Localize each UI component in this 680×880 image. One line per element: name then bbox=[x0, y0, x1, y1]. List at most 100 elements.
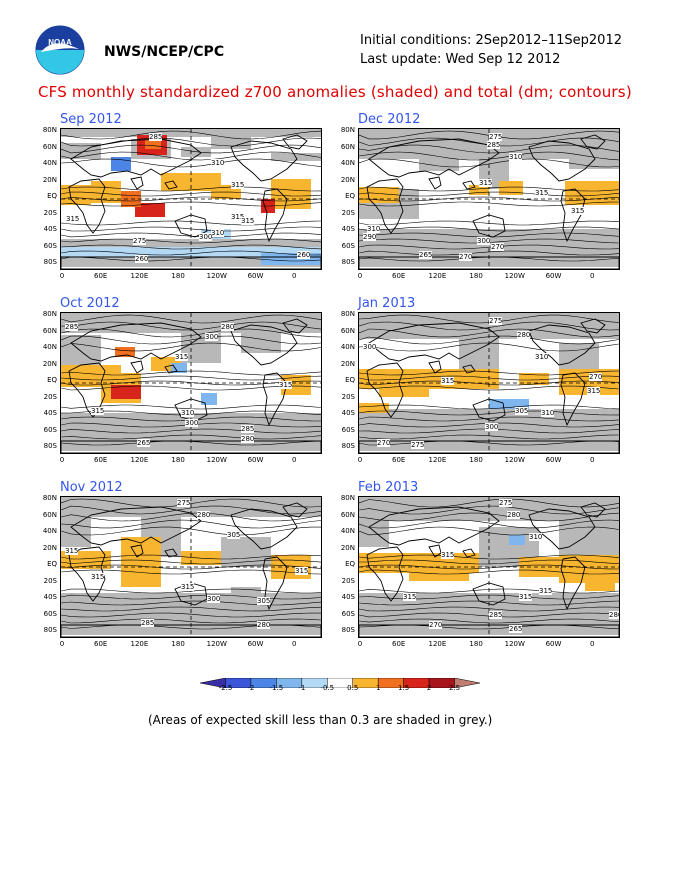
colorbar-tick: -1 bbox=[298, 684, 306, 692]
anomaly-shade bbox=[585, 577, 615, 591]
contour-label: 310 bbox=[181, 409, 195, 417]
height-contour bbox=[359, 618, 619, 624]
colorbar-tick: -2 bbox=[247, 684, 255, 692]
anomaly-map: 285 280 300 315 315 315 310 300 285 280 265 bbox=[60, 312, 322, 454]
contour-label: 310 bbox=[529, 533, 543, 541]
coastline bbox=[359, 440, 619, 453]
latitude-label: 20S bbox=[43, 576, 57, 585]
height-contour bbox=[61, 498, 321, 508]
coastline bbox=[61, 256, 321, 269]
latitude-label: 60S bbox=[43, 609, 57, 618]
anomaly-shade bbox=[419, 159, 459, 171]
coastline bbox=[368, 322, 500, 362]
contour-label: 275 bbox=[499, 499, 513, 507]
contour-label: 290 bbox=[363, 233, 377, 241]
height-contour bbox=[61, 385, 321, 391]
anomaly-shade bbox=[469, 185, 489, 195]
contour-label: 285 bbox=[241, 425, 255, 433]
coastline bbox=[580, 134, 606, 150]
colorbar-tick: 2.5 bbox=[448, 684, 461, 692]
coastline bbox=[580, 502, 606, 518]
latitude-label: 40N bbox=[42, 343, 57, 351]
contour-label: 300 bbox=[205, 333, 219, 341]
contour-label: 260 bbox=[297, 251, 311, 259]
colorbar-swatch bbox=[454, 677, 481, 689]
coastline bbox=[164, 548, 178, 558]
longitude-label: 180 bbox=[469, 272, 483, 280]
coastline bbox=[462, 548, 476, 558]
longitude-label: 120E bbox=[130, 456, 149, 464]
contour-label: 315 bbox=[65, 547, 79, 555]
height-contour bbox=[359, 404, 619, 410]
height-contour bbox=[61, 600, 321, 606]
latitude-label: 40S bbox=[341, 409, 355, 417]
latitude-label: 40N bbox=[42, 159, 57, 167]
contour-label: 285 bbox=[149, 133, 163, 141]
contour-label: 285 bbox=[141, 619, 155, 627]
anomaly-shade bbox=[61, 185, 91, 205]
coastline bbox=[164, 364, 178, 374]
latitude-label: 40S bbox=[341, 225, 355, 233]
longitude-label: 60E bbox=[392, 456, 406, 464]
coastline bbox=[282, 502, 308, 518]
latitude-label: 20S bbox=[341, 208, 355, 217]
height-contour bbox=[61, 606, 321, 612]
longitude-label: 0 bbox=[59, 456, 65, 464]
coastline bbox=[70, 506, 202, 546]
contour-label: 280 bbox=[241, 435, 255, 443]
longitude-label: 0 bbox=[291, 640, 297, 648]
contour-label: 265 bbox=[509, 625, 523, 633]
coastline bbox=[368, 506, 500, 546]
contour-label: 285 bbox=[489, 611, 503, 619]
contour-label: 315 bbox=[535, 189, 549, 197]
contour-label: 270 bbox=[429, 621, 443, 629]
latitude-label: EQ bbox=[345, 560, 355, 568]
coastline bbox=[68, 546, 106, 602]
contour-label: 280 bbox=[507, 511, 521, 519]
longitude-label: 0 bbox=[59, 640, 65, 648]
longitude-label: 180 bbox=[171, 640, 185, 648]
latitude-label: 20S bbox=[341, 392, 355, 401]
contour-label: 300 bbox=[485, 423, 499, 431]
contour-label: 310 bbox=[535, 353, 549, 361]
anomaly-map: 275 280 300 310 315 315 305 310 300 270 275 270 bbox=[358, 312, 620, 454]
longitude-label: 60W bbox=[247, 272, 264, 280]
contour-label: 275 bbox=[133, 237, 147, 245]
height-contour bbox=[359, 440, 619, 446]
coastline bbox=[366, 362, 404, 418]
height-contour bbox=[359, 569, 619, 575]
latitude-label: 60N bbox=[340, 142, 355, 151]
anomaly-shade bbox=[379, 373, 429, 397]
latitude-label: 20N bbox=[340, 175, 355, 184]
longitude-label: 0 bbox=[589, 456, 595, 464]
latitude-label: 20N bbox=[42, 543, 57, 552]
longitude-label: 0 bbox=[357, 272, 363, 280]
longitude-label: 60W bbox=[545, 272, 562, 280]
contour-label: 305 bbox=[515, 407, 529, 415]
panel-title: Jan 2013 bbox=[358, 296, 416, 311]
longitude-label: 60W bbox=[545, 640, 562, 648]
coastline bbox=[282, 318, 308, 334]
map-graphic bbox=[61, 129, 321, 269]
contour-label: 270 bbox=[459, 253, 473, 261]
latitude-label: EQ bbox=[345, 376, 355, 384]
height-contour bbox=[359, 244, 619, 250]
coastline bbox=[428, 176, 442, 190]
latitude-label: 20N bbox=[340, 359, 355, 368]
contour-label: 315 bbox=[441, 377, 455, 385]
coastline bbox=[230, 324, 298, 366]
latitude-label: 80S bbox=[43, 442, 57, 450]
height-contour bbox=[359, 600, 619, 606]
longitude-label: 120E bbox=[428, 272, 447, 280]
contour-label: 315 bbox=[279, 381, 293, 389]
panel-title: Nov 2012 bbox=[60, 480, 123, 495]
coastline bbox=[262, 556, 288, 611]
contour-label: 315 bbox=[587, 387, 601, 395]
latitude-label: 60N bbox=[340, 326, 355, 335]
longitude-label: 120W bbox=[504, 456, 525, 464]
coastline bbox=[130, 360, 144, 374]
anomaly-shade bbox=[565, 181, 619, 205]
latitude-label: 20S bbox=[341, 576, 355, 585]
anomaly-shade bbox=[509, 535, 525, 545]
colorbar-tick: 1 bbox=[375, 684, 381, 692]
